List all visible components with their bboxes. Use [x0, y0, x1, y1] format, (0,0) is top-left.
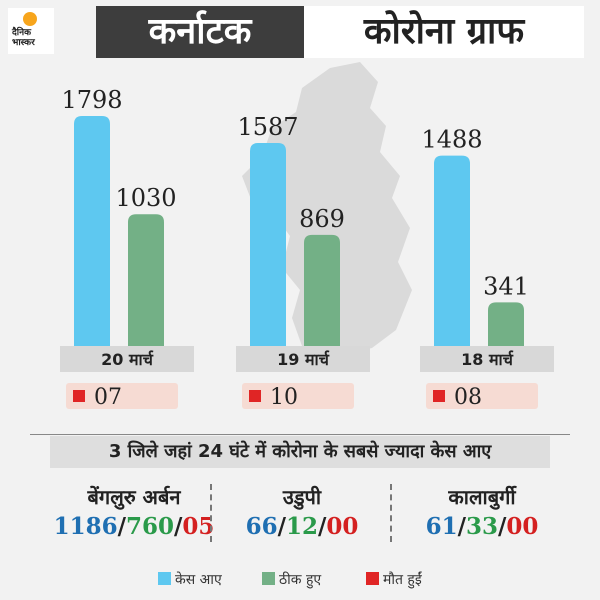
- divider: [30, 434, 570, 435]
- bar-cases: [250, 142, 286, 346]
- date-label-box: [236, 346, 370, 372]
- bar-cases: [74, 116, 110, 346]
- data-label: 869: [299, 205, 345, 233]
- column-separator: [210, 484, 212, 542]
- tick-label: 19 मार्च: [277, 350, 330, 369]
- deaths-label: 07: [94, 385, 122, 410]
- separator: /: [117, 513, 126, 540]
- data-label: 1798: [61, 86, 122, 114]
- deaths-marker: [249, 390, 261, 402]
- legend-swatch: [366, 572, 379, 585]
- district-name: बेंगलुरु अर्बन: [87, 485, 181, 509]
- district-recovered: 33: [465, 513, 498, 540]
- district-recovered: 12: [285, 513, 318, 540]
- legend-label: मौत हुईं: [383, 572, 422, 588]
- district-cases: 66: [245, 513, 278, 540]
- bar-cases: [434, 155, 470, 346]
- logo-text: दैनिक भास्कर: [12, 28, 35, 48]
- district-values: 61/33/00: [392, 512, 572, 542]
- date-label-box: [420, 346, 554, 372]
- title-graph: कोरोना ग्राफ: [304, 6, 584, 58]
- separator: /: [457, 513, 466, 540]
- bar-recovered: [488, 302, 524, 346]
- legend-cases: केस आए: [158, 570, 222, 590]
- data-label: 1488: [421, 126, 482, 154]
- title-state: कर्नाटक: [96, 6, 304, 58]
- district-deaths: 00: [326, 513, 359, 540]
- deaths-box: [242, 383, 354, 409]
- legend-label: ठीक हुए: [279, 572, 322, 588]
- district-cases: 61: [425, 513, 458, 540]
- legend-recovered: ठीक हुए: [262, 570, 321, 590]
- deaths-label: 10: [270, 385, 298, 410]
- separator: /: [498, 513, 507, 540]
- bar-recovered: [128, 214, 164, 346]
- districts-heading: 3 जिले जहां 24 घंटे में कोरोना के सबसे ज…: [50, 436, 550, 468]
- sun-icon: [23, 12, 37, 26]
- dainik-bhaskar-logo: दैनिक भास्कर: [8, 8, 54, 54]
- deaths-box: [66, 383, 178, 409]
- karnataka-map-silhouette: [242, 62, 412, 358]
- district-2: उडुपी 66/12/00: [212, 484, 392, 542]
- district-values: 1186/760/05: [44, 512, 224, 542]
- data-label: 1030: [115, 184, 176, 212]
- date-label-box: [60, 346, 194, 372]
- district-recovered: 760: [125, 513, 174, 540]
- district-name: कालाबुर्गी: [448, 485, 516, 509]
- legend-swatch: [262, 572, 275, 585]
- deaths-box: [426, 383, 538, 409]
- district-1: बेंगलुरु अर्बन 1186/760/05: [44, 484, 224, 542]
- legend-deaths: मौत हुईं: [366, 570, 422, 590]
- district-values: 66/12/00: [212, 512, 392, 542]
- deaths-marker: [433, 390, 445, 402]
- tick-label: 20 मार्च: [101, 350, 154, 369]
- district-deaths: 00: [506, 513, 539, 540]
- separator: /: [174, 513, 183, 540]
- separator: /: [277, 513, 286, 540]
- separator: /: [318, 513, 327, 540]
- district-name: उडुपी: [282, 485, 322, 509]
- column-separator: [390, 484, 392, 542]
- bar-recovered: [304, 234, 340, 346]
- district-3: कालाबुर्गी 61/33/00: [392, 484, 572, 542]
- tick-label: 18 मार्च: [461, 350, 514, 369]
- data-label: 1587: [237, 113, 298, 141]
- district-cases: 1186: [53, 513, 118, 540]
- deaths-label: 08: [454, 385, 482, 410]
- legend-label: केस आए: [175, 572, 222, 588]
- legend-swatch: [158, 572, 171, 585]
- data-label: 341: [483, 272, 529, 300]
- district-deaths: 05: [182, 513, 215, 540]
- deaths-marker: [73, 390, 85, 402]
